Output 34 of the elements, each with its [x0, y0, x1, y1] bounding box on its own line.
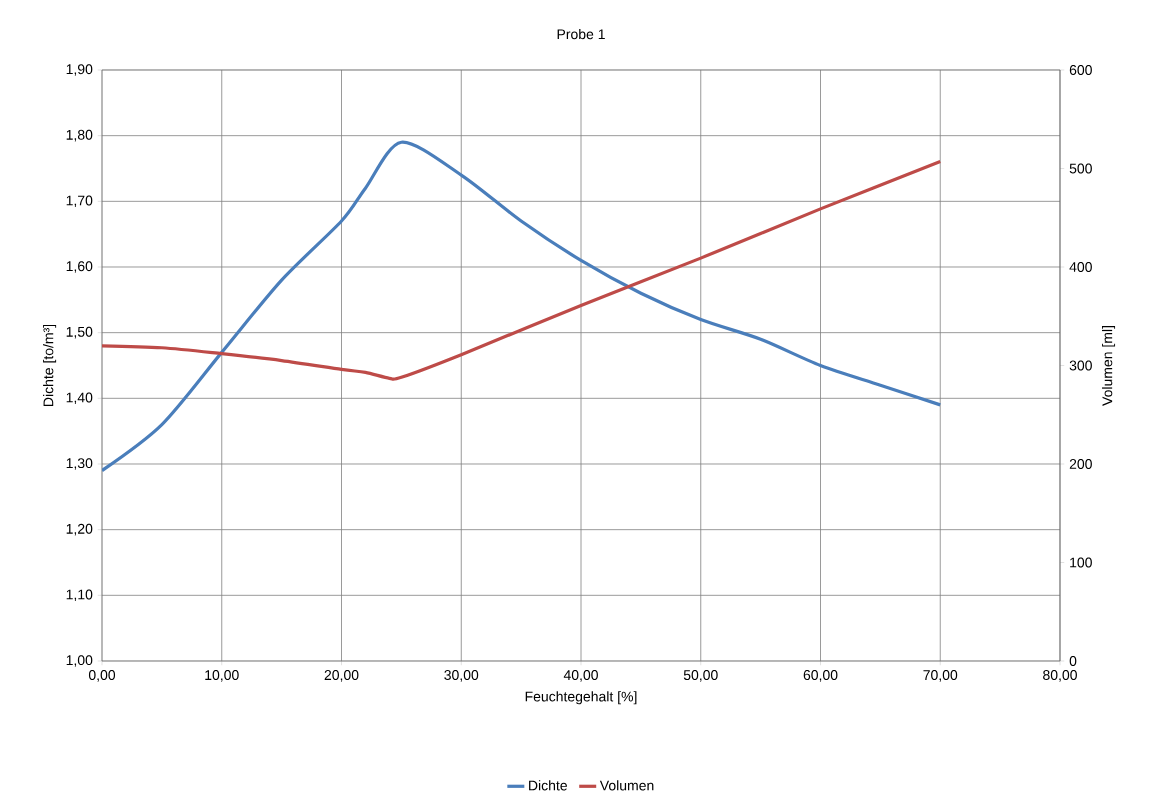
y2-tick-label: 300	[1069, 360, 1092, 371]
y2-tick-label: 100	[1070, 557, 1092, 568]
y-tick-label: 1,10	[66, 589, 93, 601]
x-tick-label: 10,00	[205, 669, 239, 682]
y-tick-label: 1,60	[66, 261, 93, 273]
x-tick-label: 80,00	[1043, 669, 1077, 682]
y-tick-label: 1,50	[66, 326, 93, 339]
y2-tick-label: 400	[1069, 261, 1092, 272]
y-axis-title: Dichte [to/m³]	[43, 324, 57, 406]
x-tick-label: 40,00	[563, 669, 598, 682]
x-tick-label: 0,00	[88, 669, 116, 682]
y-tick-label: 1,20	[66, 523, 93, 536]
y-tick-label: 1,40	[66, 392, 93, 404]
line-series	[102, 140, 942, 472]
y-tick-label: 1,30	[66, 458, 93, 470]
y2-tick-label: 0	[1069, 655, 1077, 666]
x-tick-label: 20,00	[324, 669, 359, 682]
y-tick-label: 1,70	[66, 195, 93, 207]
x-tick-label: 70,00	[923, 669, 958, 682]
y-tick-label: 1,90	[66, 64, 93, 76]
x-tick-label: 50,00	[683, 669, 718, 682]
y2-tick-label: 500	[1069, 163, 1092, 174]
legend-label: Volumen	[599, 779, 654, 791]
x-tick-label: 60,00	[803, 669, 838, 682]
y-tick-label: 1,00	[66, 655, 93, 667]
line-series	[102, 159, 942, 381]
legend-label: Dichte	[529, 779, 567, 791]
x-tick-label: 30,00	[444, 669, 479, 682]
y-tick-label: 1,80	[66, 129, 93, 142]
y2-axis-title: Volumen [ml]	[1102, 325, 1116, 406]
y2-tick-label: 600	[1069, 64, 1092, 75]
y2-tick-label: 200	[1069, 458, 1092, 469]
x-axis-title: Feuchtegehalt [%]	[525, 691, 637, 705]
chart-title: Probe 1	[557, 28, 605, 39]
